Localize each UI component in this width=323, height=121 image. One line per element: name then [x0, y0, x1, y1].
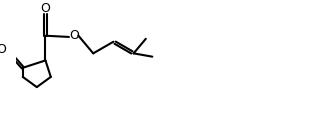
Text: O: O [40, 2, 50, 15]
Text: O: O [69, 29, 79, 42]
Text: O: O [0, 42, 6, 56]
